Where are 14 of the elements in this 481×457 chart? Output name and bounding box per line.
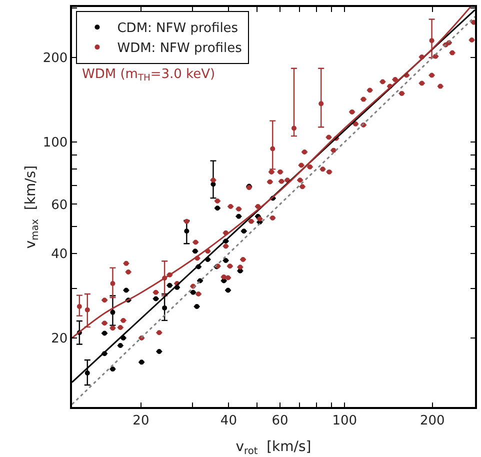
x-tick-label: 200 bbox=[420, 413, 445, 428]
legend-label: WDM: NFW profiles bbox=[117, 41, 242, 56]
x-tick-label: 60 bbox=[272, 413, 288, 428]
y-tick-label: 40 bbox=[51, 247, 68, 262]
x-tick-label: 20 bbox=[132, 413, 150, 428]
y-tick-label: 60 bbox=[51, 198, 68, 213]
y-tick-label: 100 bbox=[42, 136, 68, 151]
y-tick-label: 20 bbox=[51, 332, 68, 347]
annotation: WDM (m$_{TH}$=3.0 keV) bbox=[82, 67, 216, 84]
x-axis-title: v$_{rot}$ [km/s] bbox=[236, 439, 312, 457]
legend-label: CDM: NFW profiles bbox=[117, 21, 238, 36]
x-tick-label: 40 bbox=[220, 413, 237, 428]
x-tick-label: 100 bbox=[332, 413, 358, 428]
y-tick-label: 200 bbox=[42, 51, 68, 66]
